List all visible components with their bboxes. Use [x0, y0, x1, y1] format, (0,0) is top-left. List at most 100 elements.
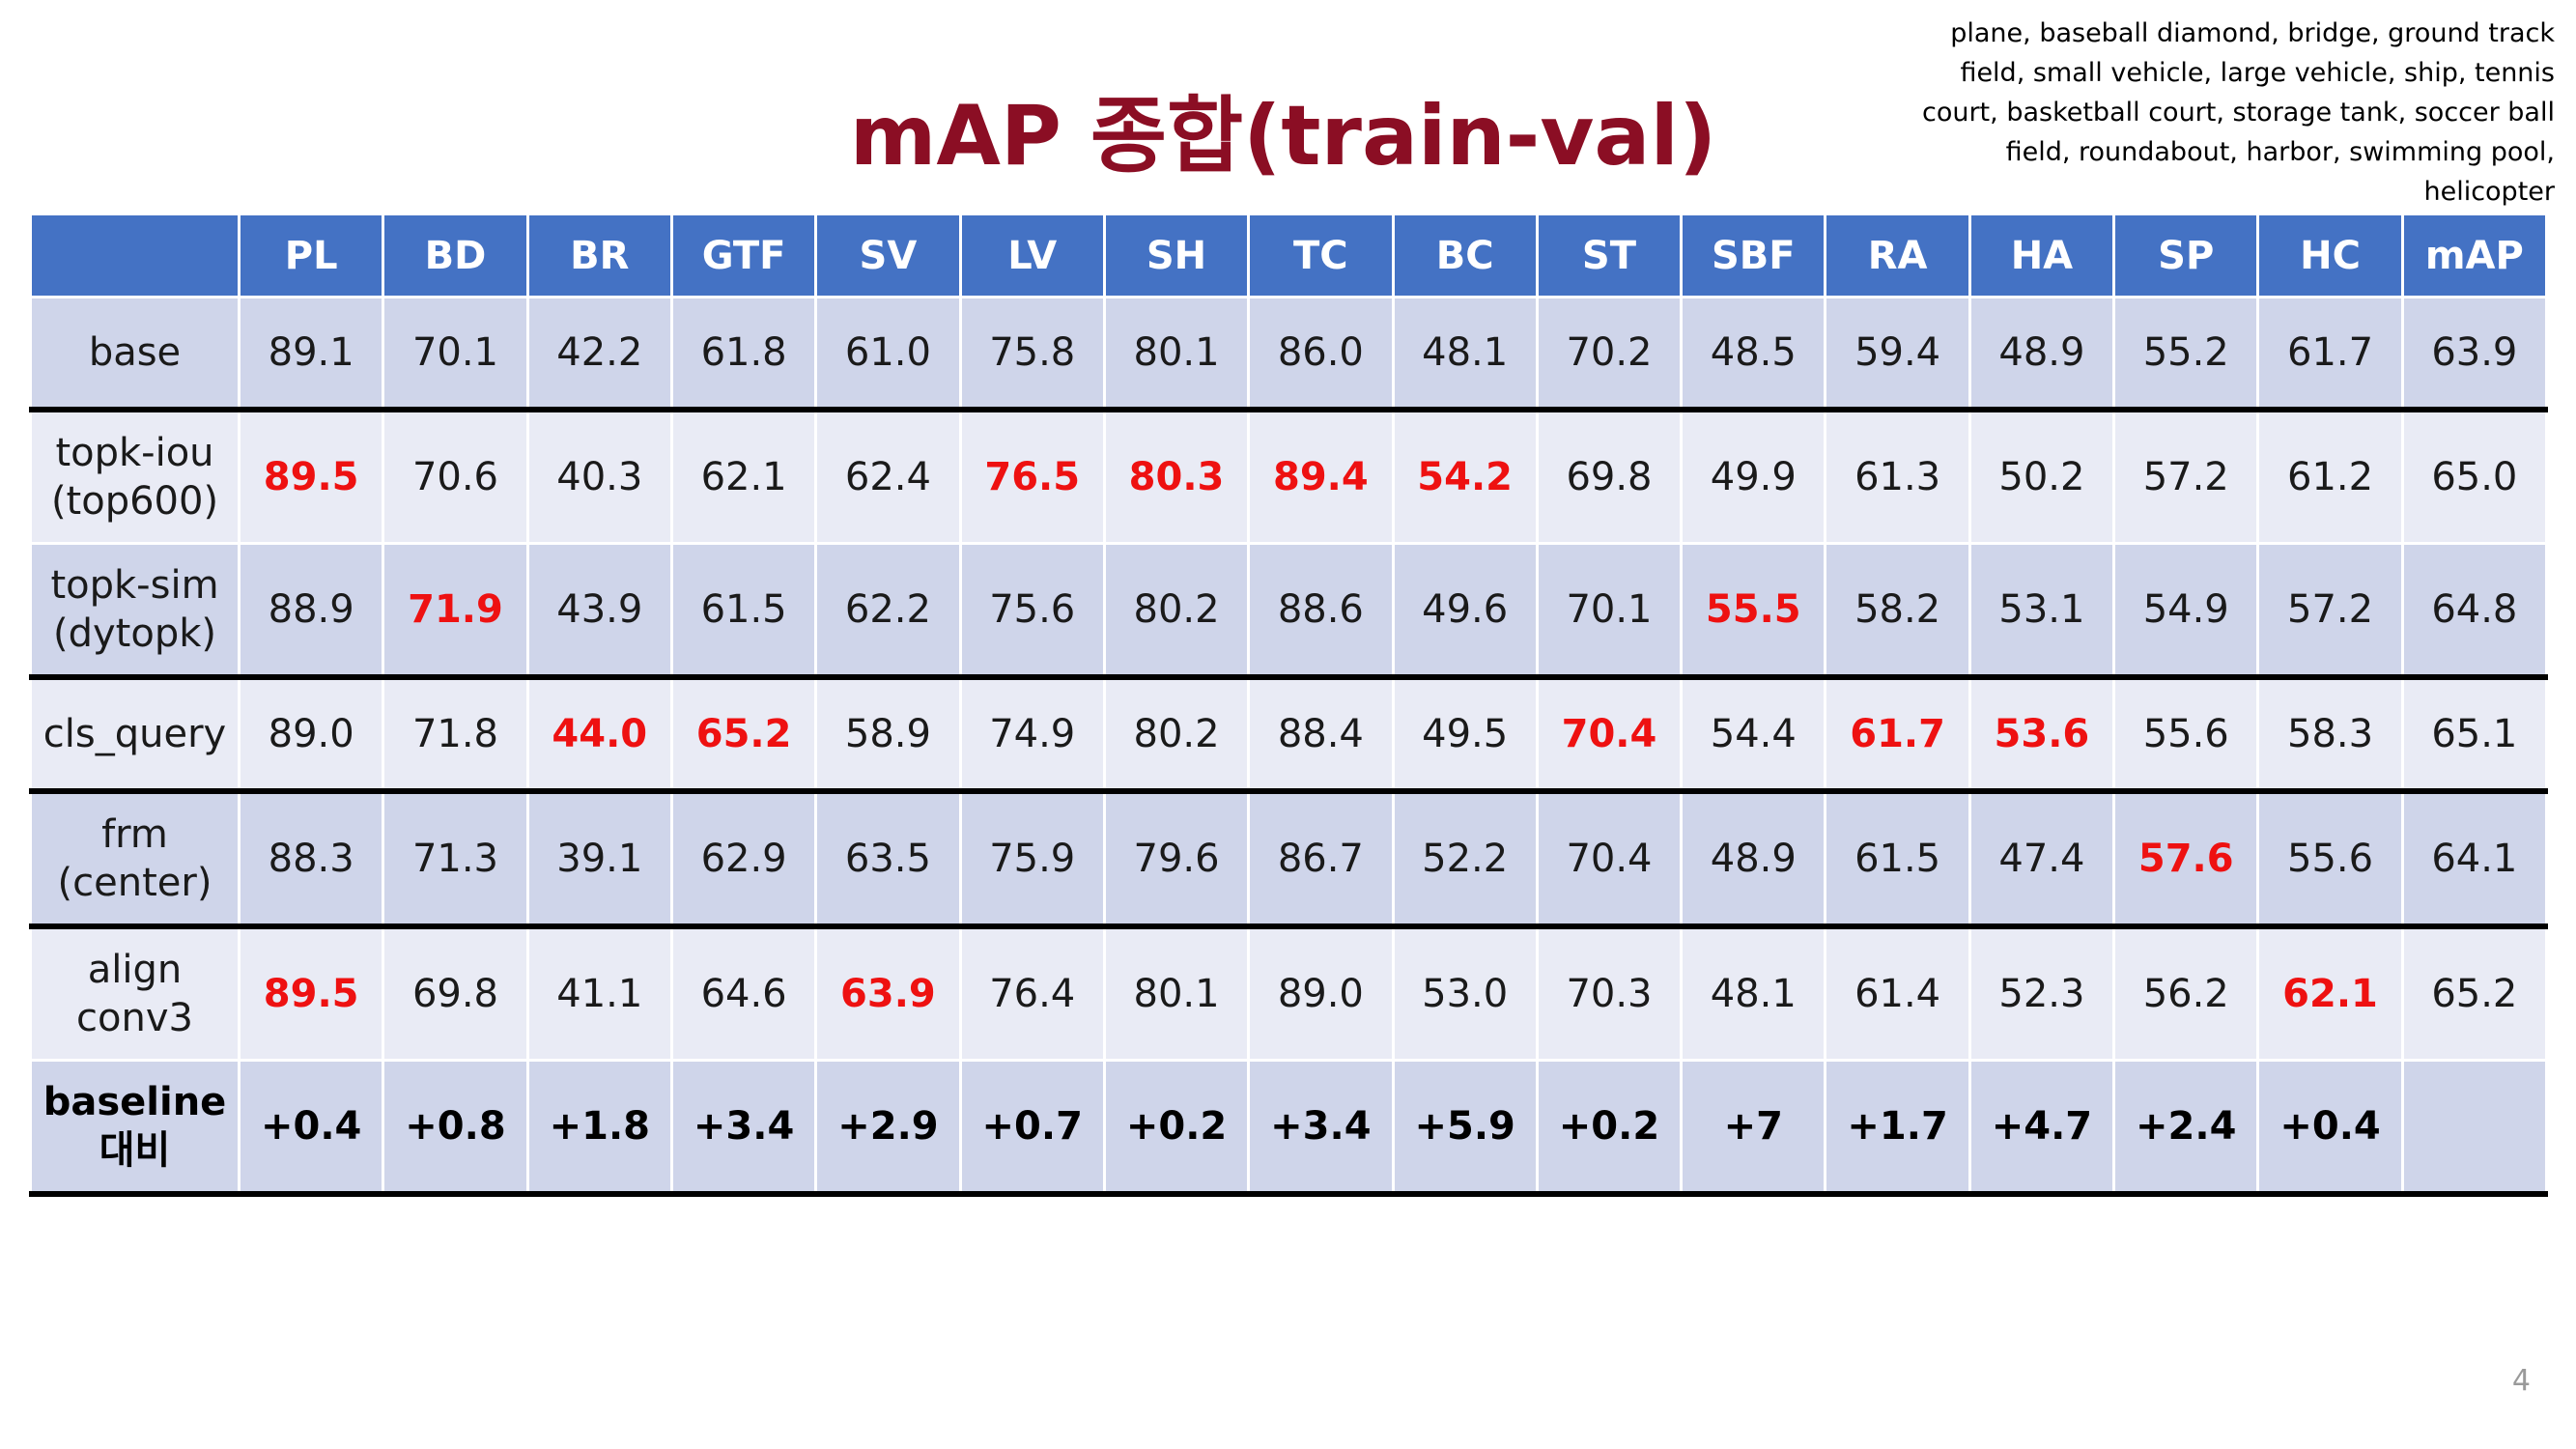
cell-lv: 74.9 — [958, 675, 1106, 794]
cell-bc: +5.9 — [1391, 1059, 1539, 1197]
cell-hc: 61.7 — [2256, 296, 2404, 412]
header-hc: HC — [2256, 213, 2404, 298]
table-row: topk-iou (top600) 89.5 70.6 40.3 62.1 62.4 76.5… — [29, 408, 2549, 545]
cell-hc: 55.6 — [2256, 789, 2404, 929]
row-label-line: (center) — [57, 861, 212, 905]
row-label: base — [29, 296, 241, 412]
cell-sp: 57.6 — [2112, 789, 2260, 929]
header-sh: SH — [1102, 213, 1251, 298]
cell-bd: 70.6 — [382, 408, 529, 545]
cell-sh: 80.2 — [1102, 542, 1251, 680]
cell-gtf: 61.8 — [669, 296, 818, 412]
cell-sv: +2.9 — [814, 1059, 962, 1197]
cell-lv: 76.4 — [958, 924, 1106, 1062]
cell-sh: 80.3 — [1102, 408, 1251, 545]
cell-hc: 62.1 — [2256, 924, 2404, 1062]
cell-bc: 49.5 — [1391, 675, 1539, 794]
cell-map: 65.0 — [2400, 408, 2549, 545]
table-row: cls_query 89.0 71.8 44.0 65.2 58.9 74.9 80.2 88.… — [29, 675, 2549, 794]
cell-map: 63.9 — [2400, 296, 2549, 412]
cell-map: 65.1 — [2400, 675, 2549, 794]
cell-pl: 88.9 — [237, 542, 385, 680]
cell-lv: +0.7 — [958, 1059, 1106, 1197]
cell-ha: 53.1 — [1967, 542, 2116, 680]
cell-sv: 63.9 — [814, 924, 962, 1062]
header-sbf: SBF — [1680, 213, 1827, 298]
cell-ha: 53.6 — [1967, 675, 2116, 794]
header-bc: BC — [1391, 213, 1539, 298]
map-results-table: PL BD BR GTF SV LV SH TC BC ST SBF RA HA SP HC mAP base… — [29, 213, 2549, 1197]
cell-sp: 57.2 — [2112, 408, 2260, 545]
cell-hc: +0.4 — [2256, 1059, 2404, 1197]
row-label: baseline 대비 — [29, 1059, 241, 1197]
cell-ha: +4.7 — [1967, 1059, 2116, 1197]
cell-bc: 53.0 — [1391, 924, 1539, 1062]
cell-ra: 61.4 — [1824, 924, 1971, 1062]
header-br: BR — [525, 213, 673, 298]
cell-st: 70.2 — [1535, 296, 1684, 412]
page-number: 4 — [2511, 1364, 2531, 1398]
cell-sbf: 49.9 — [1680, 408, 1827, 545]
header-ra: RA — [1824, 213, 1971, 298]
cell-st: +0.2 — [1535, 1059, 1684, 1197]
cell-lv: 75.6 — [958, 542, 1106, 680]
cell-tc: 86.0 — [1247, 296, 1395, 412]
row-label-line: (top600) — [50, 479, 219, 524]
cell-pl: 89.1 — [237, 296, 385, 412]
cell-bd: +0.8 — [382, 1059, 529, 1197]
cell-tc: +3.4 — [1247, 1059, 1395, 1197]
row-label-line: base — [88, 330, 182, 375]
cell-st: 70.3 — [1535, 924, 1684, 1062]
cell-tc: 88.4 — [1247, 675, 1395, 794]
cell-map: 65.2 — [2400, 924, 2549, 1062]
cell-sv: 63.5 — [814, 789, 962, 929]
cell-gtf: 62.9 — [669, 789, 818, 929]
cell-bc: 49.6 — [1391, 542, 1539, 680]
cell-bc: 48.1 — [1391, 296, 1539, 412]
cell-hc: 61.2 — [2256, 408, 2404, 545]
cell-lv: 75.8 — [958, 296, 1106, 412]
cell-sv: 61.0 — [814, 296, 962, 412]
header-corner — [29, 213, 241, 298]
header-tc: TC — [1247, 213, 1395, 298]
cell-br: 42.2 — [525, 296, 673, 412]
cell-ra: 61.3 — [1824, 408, 1971, 545]
cell-ra: 59.4 — [1824, 296, 1971, 412]
row-label-line: frm — [101, 812, 168, 857]
cell-br: 39.1 — [525, 789, 673, 929]
cell-ha: 50.2 — [1967, 408, 2116, 545]
cell-gtf: 65.2 — [669, 675, 818, 794]
cell-sh: +0.2 — [1102, 1059, 1251, 1197]
cell-gtf: 64.6 — [669, 924, 818, 1062]
table-row: baseline 대비 +0.4 +0.8 +1.8 +3.4 +2.9 +0.7 +0.2 +3… — [29, 1059, 2549, 1197]
row-label: topk-sim (dytopk) — [29, 542, 241, 680]
cell-br: +1.8 — [525, 1059, 673, 1197]
header-gtf: GTF — [669, 213, 818, 298]
cell-bd: 69.8 — [382, 924, 529, 1062]
cell-sh: 79.6 — [1102, 789, 1251, 929]
row-label-line: align — [87, 948, 183, 992]
cell-lv: 75.9 — [958, 789, 1106, 929]
cell-sp: +2.4 — [2112, 1059, 2260, 1197]
cell-tc: 89.4 — [1247, 408, 1395, 545]
cell-ra: +1.7 — [1824, 1059, 1971, 1197]
table-row: frm (center) 88.3 71.3 39.1 62.9 63.5 75.9 79.6 8… — [29, 789, 2549, 929]
header-bd: BD — [382, 213, 529, 298]
row-label-line: (dytopk) — [53, 611, 216, 656]
row-label: align conv3 — [29, 924, 241, 1062]
cell-sh: 80.2 — [1102, 675, 1251, 794]
cell-ha: 48.9 — [1967, 296, 2116, 412]
header-pl: PL — [237, 213, 385, 298]
cell-sbf: 48.1 — [1680, 924, 1827, 1062]
cell-sp: 55.6 — [2112, 675, 2260, 794]
cell-map: 64.8 — [2400, 542, 2549, 680]
cell-br: 40.3 — [525, 408, 673, 545]
table-row: align conv3 89.5 69.8 41.1 64.6 63.9 76.4 80.1 89… — [29, 924, 2549, 1062]
row-label-line: baseline — [42, 1080, 227, 1124]
slide-title: mAP 종합(train-val) — [0, 89, 2576, 185]
class-legend: plane, baseball diamond, bridge, ground … — [1921, 18, 2555, 207]
table-row: topk-sim (dytopk) 88.9 71.9 43.9 61.5 62.2 75.6… — [29, 542, 2549, 680]
header-ha: HA — [1967, 213, 2116, 298]
cell-ra: 61.7 — [1824, 675, 1971, 794]
cell-br: 44.0 — [525, 675, 673, 794]
